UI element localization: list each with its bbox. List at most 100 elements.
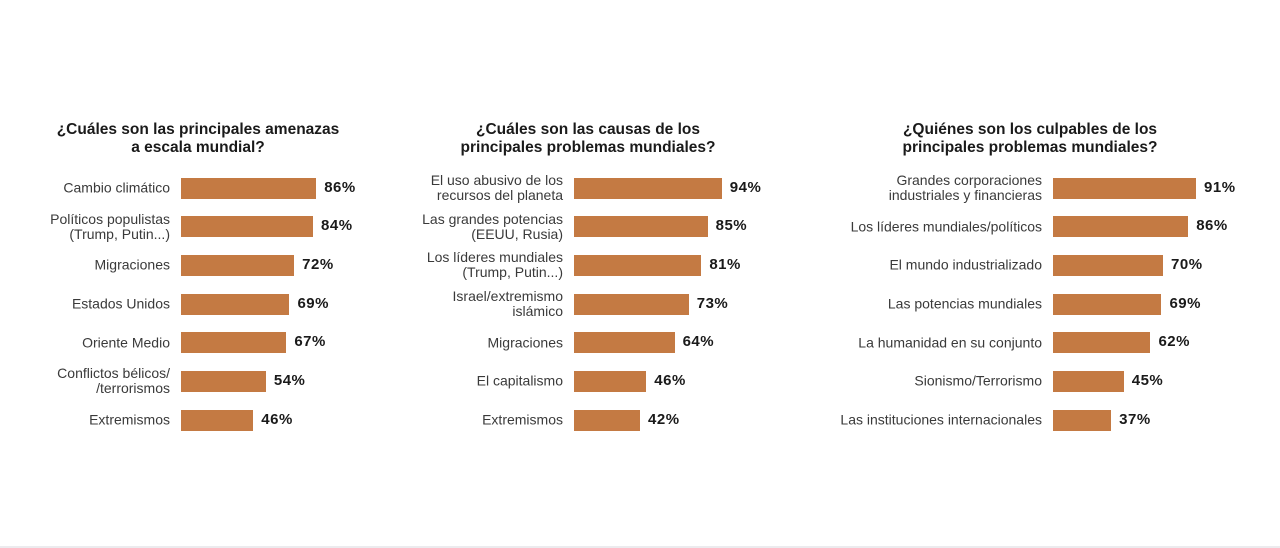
category-label: Los líderes mundiales (Trump, Putin...) bbox=[427, 250, 563, 280]
category-label-line: El mundo industrializado bbox=[889, 256, 1042, 273]
category-label-line: Extremismos bbox=[89, 411, 170, 428]
bar bbox=[181, 293, 290, 315]
bar bbox=[181, 370, 266, 392]
bar bbox=[181, 409, 254, 431]
chart-title-line: ¿Cuáles son las causas de los bbox=[476, 121, 700, 138]
category-label-line: Las potencias mundiales bbox=[887, 295, 1042, 312]
value-label: 85% bbox=[715, 217, 748, 234]
chart-title: ¿Cuáles son las causas de los principales… bbox=[338, 121, 838, 157]
value-label: 84% bbox=[321, 217, 353, 234]
category-label-line: industriales y financieras bbox=[888, 187, 1042, 203]
value-label: 91% bbox=[1204, 178, 1236, 196]
value-label: 86% bbox=[1196, 217, 1228, 234]
bar bbox=[1053, 332, 1151, 353]
bar bbox=[1053, 216, 1189, 237]
category-label: Cambio climático bbox=[63, 179, 170, 196]
category-label: Conflictos bélicos//terrorismos bbox=[57, 366, 170, 396]
value-label: 42% bbox=[648, 410, 680, 428]
bar bbox=[1053, 409, 1112, 431]
value-label: 67% bbox=[294, 333, 326, 350]
bottom-divider bbox=[0, 546, 1280, 548]
value-label: 46% bbox=[261, 410, 293, 428]
value-label: 45% bbox=[1131, 371, 1164, 389]
category-label: La humanidad en su conjunto bbox=[858, 335, 1042, 350]
chart-title: ¿Quiénes son los culpables de los princip… bbox=[780, 121, 1280, 157]
category-label-line: Migraciones bbox=[487, 334, 563, 350]
value-label: 62% bbox=[1158, 333, 1190, 350]
value-label: 81% bbox=[709, 255, 741, 273]
category-label: Extremismos bbox=[89, 411, 170, 428]
bar bbox=[574, 177, 722, 199]
category-label-line: (EEUU, Rusia) bbox=[471, 225, 563, 242]
category-label-line: Cambio climático bbox=[63, 179, 170, 196]
value-label: 72% bbox=[302, 255, 334, 273]
value-label: 70% bbox=[1171, 255, 1203, 273]
bar bbox=[1053, 254, 1164, 276]
category-label: El capitalismo bbox=[476, 372, 563, 389]
category-label-line: La humanidad en su conjunto bbox=[858, 334, 1042, 350]
bar bbox=[181, 254, 295, 276]
category-label: Las instituciones internacionales bbox=[840, 411, 1042, 428]
category-label-line: Los líderes mundiales bbox=[426, 249, 563, 265]
category-label-line: Sionismo/Terrorismo bbox=[914, 372, 1042, 389]
category-label: Migraciones bbox=[94, 256, 170, 273]
category-label-line: Conflictos bélicos/ bbox=[57, 365, 170, 381]
category-label-line: Israel/extremismo bbox=[452, 288, 563, 304]
category-label-line: Grandes corporaciones bbox=[896, 172, 1042, 188]
bar bbox=[574, 216, 708, 237]
bar bbox=[574, 370, 647, 392]
category-label: Grandes corporaciones industriales y fina… bbox=[889, 173, 1042, 203]
chart-title-line: principales problemas mundiales? bbox=[902, 139, 1158, 156]
value-label: 69% bbox=[1169, 294, 1201, 312]
chart-title-line: ¿Quiénes son los culpables de los bbox=[902, 121, 1158, 138]
category-label-line: Las instituciones internacionales bbox=[840, 411, 1042, 428]
bar bbox=[181, 216, 314, 237]
category-label-line: recursos del planeta bbox=[436, 187, 563, 203]
category-label: Estados Unidos bbox=[71, 295, 170, 312]
bar bbox=[1053, 177, 1197, 199]
bar bbox=[574, 254, 702, 276]
chart-title-line: a escala mundial? bbox=[131, 139, 265, 156]
value-label: 54% bbox=[273, 371, 306, 389]
category-label: Israel/extremismo islámico bbox=[453, 289, 563, 319]
category-label: Las potencias mundiales bbox=[887, 295, 1042, 312]
bar bbox=[1053, 293, 1162, 315]
category-label-line: /terrorismos bbox=[96, 380, 170, 396]
category-label: Políticos populistas (Trump, Putin...) bbox=[50, 210, 170, 242]
category-label-line: (Trump, Putin...) bbox=[69, 225, 170, 242]
chart-title-line: ¿Cuáles son las principales amenazas bbox=[56, 121, 340, 138]
value-label: 46% bbox=[654, 371, 686, 389]
bar bbox=[181, 177, 317, 199]
category-label-line: islámico bbox=[512, 303, 563, 319]
bar bbox=[574, 332, 675, 353]
chart-title-line: principales problemas mundiales? bbox=[460, 139, 716, 156]
category-label-line: Migraciones bbox=[94, 256, 170, 273]
category-label-line: Estados Unidos bbox=[71, 295, 170, 312]
category-label: Los líderes mundiales/políticos bbox=[851, 219, 1042, 234]
category-label-line: Oriente Medio bbox=[82, 334, 170, 350]
category-label-line: Extremismos bbox=[482, 411, 563, 428]
category-label-line: El capitalismo bbox=[476, 372, 563, 389]
value-label: 73% bbox=[696, 294, 729, 312]
category-label-line: (Trump, Putin...) bbox=[462, 264, 563, 280]
category-label: Sionismo/Terrorismo bbox=[914, 372, 1042, 389]
bar bbox=[574, 409, 641, 431]
category-label: El mundo industrializado bbox=[889, 256, 1042, 273]
category-label: Extremismos bbox=[482, 411, 563, 428]
value-label: 37% bbox=[1119, 410, 1151, 428]
bar bbox=[574, 293, 689, 315]
category-label: Oriente Medio bbox=[82, 335, 170, 350]
value-label: 86% bbox=[324, 178, 356, 196]
value-label: 94% bbox=[729, 178, 762, 196]
category-label: El uso abusivo de los recursos del planet… bbox=[431, 173, 563, 203]
category-label-line: El uso abusivo de los bbox=[430, 172, 563, 188]
value-label: 64% bbox=[682, 333, 715, 350]
category-label-line: Políticos populistas bbox=[50, 210, 170, 227]
category-label: Las grandes potencias (EEUU, Rusia) bbox=[422, 211, 563, 242]
chart-title: ¿Cuáles son las principales amenazas a es… bbox=[0, 121, 448, 157]
bar bbox=[181, 332, 287, 353]
category-label: Migraciones bbox=[488, 335, 563, 350]
